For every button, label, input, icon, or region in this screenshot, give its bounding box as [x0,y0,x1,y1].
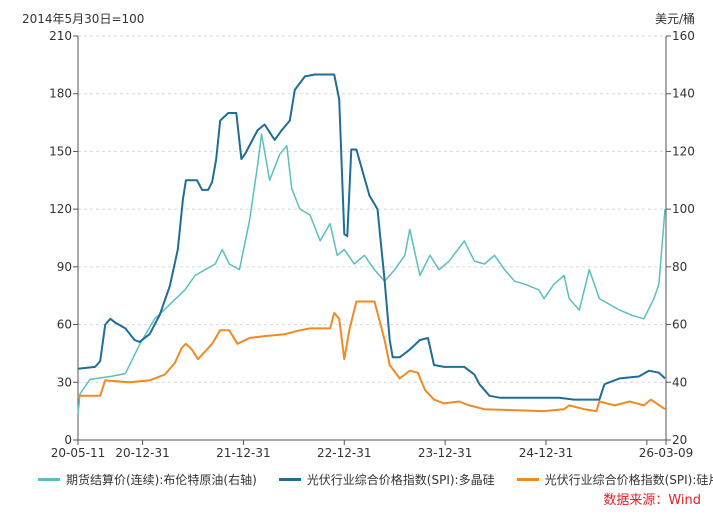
right-axis-unit-label: 美元/桶 [654,12,695,26]
data-source: 数据来源：Wind [603,493,701,508]
x-tick-label: 24-12-31 [519,446,573,460]
x-tick-label: 20-12-31 [115,446,169,460]
legend-item-polysilicon[interactable]: 光伏行业综合价格指数(SPI):多晶硅 [278,471,495,488]
left-tick-label: 120 [49,202,72,216]
series-line-1 [77,73,666,401]
right-tick-label: 100 [672,202,695,216]
legend-swatch-wafer [516,478,539,481]
right-tick-label: 120 [672,144,695,158]
left-tick-label: 30 [57,375,72,389]
left-tick-label: 150 [49,144,72,158]
left-tick-label: 90 [57,260,72,274]
right-tick-label: 40 [672,375,687,389]
legend-label-wafer: 光伏行业综合价格指数(SPI):硅片 [544,473,713,487]
axes: 0 30 60 90 120 150 180 210 20 40 60 80 100 120 140 160 2… [49,29,695,460]
legend-swatch-polysilicon [278,478,301,481]
legend-item-brent[interactable]: 期货结算价(连续):布伦特原油(右轴) [38,471,257,488]
legend-item-wafer[interactable]: 光伏行业综合价格指数(SPI):硅片 [516,471,713,488]
left-tick-label: 180 [49,87,72,101]
right-tick-label: 160 [672,29,695,43]
x-tick-label: 22-12-31 [317,446,371,460]
grid-lines [78,35,666,383]
x-tick-label: 23-12-31 [418,446,472,460]
series-line-0 [77,133,666,415]
legend-swatch-brent [38,478,60,481]
left-tick-label: 60 [57,318,72,332]
right-tick-label: 60 [672,318,687,332]
left-tick-label: 210 [49,29,72,43]
right-tick-label: 80 [672,260,687,274]
series-line-2 [78,300,666,413]
x-tick-label: 26-03-09 [639,446,693,460]
left-axis-unit-label: 2014年5月30日=100 [22,12,145,26]
left-tick-label: 0 [64,433,72,447]
legend: 期货结算价(连续):布伦特原油(右轴) 光伏行业综合价格指数(SPI):多晶硅 … [38,471,713,488]
series-lines [77,73,666,415]
legend-label-brent: 期货结算价(连续):布伦特原油(右轴) [66,473,257,487]
legend-label-polysilicon: 光伏行业综合价格指数(SPI):多晶硅 [306,473,495,487]
right-tick-label: 140 [672,87,695,101]
x-tick-label: 21-12-31 [216,446,270,460]
x-tick-label: 20-05-11 [51,446,105,460]
right-tick-label: 20 [672,433,687,447]
